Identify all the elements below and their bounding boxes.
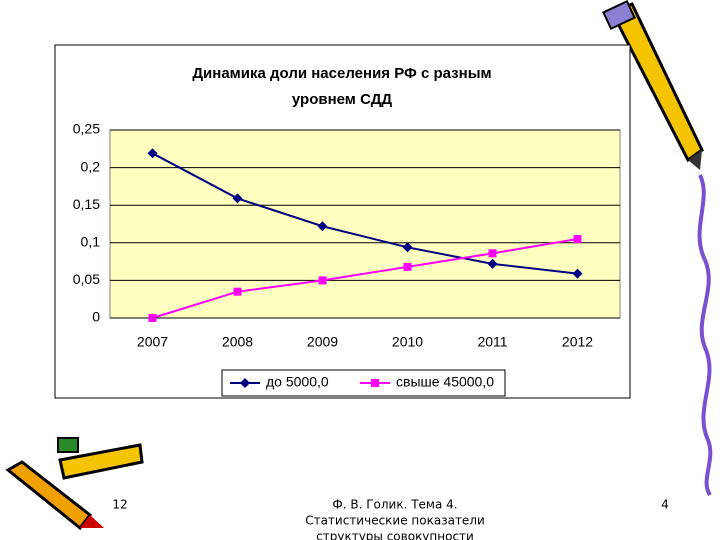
y-tick-label: 0,05 (73, 271, 100, 287)
decor-line (697, 174, 713, 497)
pencils-bottom-left (5, 437, 144, 531)
y-tick-label: 0 (92, 309, 100, 325)
data-point (573, 235, 582, 244)
data-point (403, 262, 412, 271)
data-point (488, 249, 497, 258)
y-tick-label: 0,25 (73, 121, 100, 137)
legend-marker (371, 379, 379, 387)
legend-marker (240, 378, 250, 388)
x-tick-label: 2011 (477, 334, 507, 350)
legend-label: до 5000,0 (266, 374, 329, 390)
legend-label: свыше 45000,0 (396, 374, 494, 390)
footer-text: структуры совокупности (316, 530, 474, 540)
x-tick-label: 2012 (562, 334, 593, 350)
y-tick-label: 0,15 (73, 196, 100, 212)
data-point (232, 193, 243, 204)
plot-area (109, 129, 621, 319)
legend: до 5000,0 свыше 45000,0 (221, 369, 506, 397)
footer-text: Статистические показатели (305, 514, 485, 528)
x-tick-label: 2008 (222, 334, 253, 350)
y-tick-label: 0,1 (81, 234, 101, 250)
chart-title: уровнем СДД (292, 91, 392, 108)
footer-text: Ф. В. Голик. Тема 4. (332, 498, 457, 512)
data-point (402, 242, 413, 253)
data-point (487, 258, 498, 269)
chart-title: Динамика доли населения РФ с разным (192, 65, 491, 82)
data-point (572, 268, 583, 279)
y-tick-label: 0,2 (81, 158, 101, 174)
x-tick-label: 2007 (137, 334, 168, 350)
page-number: 4 (661, 498, 669, 512)
data-point (233, 287, 242, 296)
x-tick-label: 2010 (392, 334, 423, 350)
page-number: 12 (112, 498, 127, 512)
pencil-top-right (602, 0, 704, 170)
data-point (147, 148, 158, 159)
series-line (152, 238, 578, 319)
data-point (148, 314, 157, 322)
data-point (318, 276, 327, 285)
data-point (317, 221, 328, 232)
x-tick-label: 2009 (307, 334, 338, 350)
series-line (152, 152, 578, 275)
